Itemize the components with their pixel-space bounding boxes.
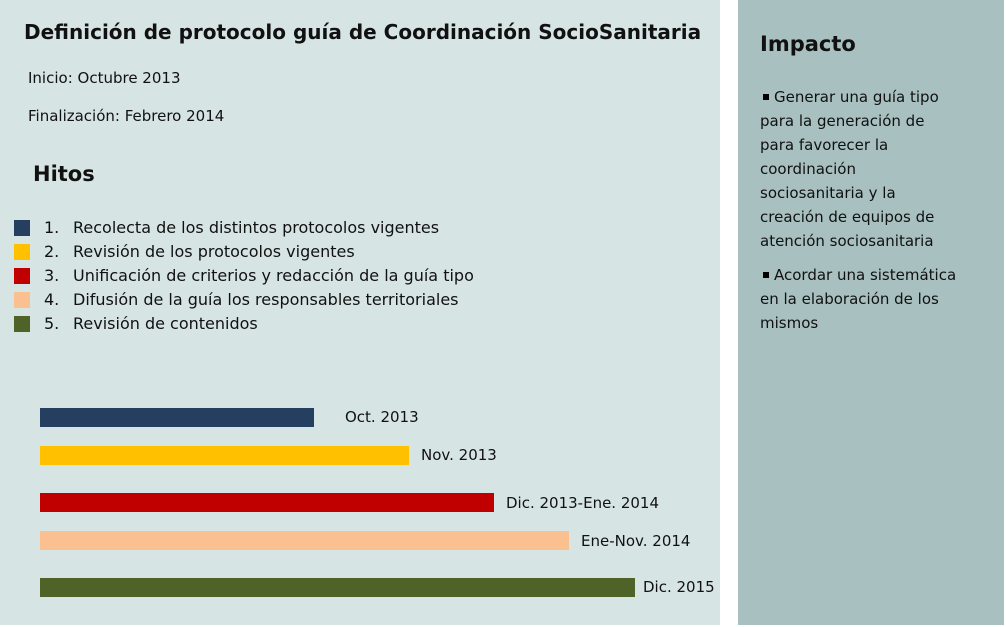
item-text: Revisión de los protocolos vigentes [73, 242, 355, 261]
bar-label: Dic. 2013-Ene. 2014 [506, 494, 660, 512]
bullet-marker [763, 94, 769, 100]
item-number: 1. [44, 218, 60, 237]
bar-label: Dic. 2015 [643, 578, 715, 596]
legend-swatch [14, 220, 30, 236]
bar-label: Oct. 2013 [345, 408, 419, 426]
bullet-line: en la elaboración de los [760, 290, 939, 308]
bullet-line: para la generación de [760, 112, 925, 130]
timeline-bar [40, 408, 314, 427]
impact-title: Impacto [760, 32, 856, 56]
start-date: Inicio: Octubre 2013 [28, 69, 181, 87]
end-date: Finalización: Febrero 2014 [28, 107, 225, 125]
item-text: Revisión de contenidos [73, 314, 258, 333]
bullet-line: Generar una guía tipo [774, 88, 939, 106]
title: Definición de protocolo guía de Coordina… [24, 20, 702, 44]
bullet-line: sociosanitaria y la [760, 184, 896, 202]
legend-swatch [14, 316, 30, 332]
item-number: 3. [44, 266, 60, 285]
item-number: 2. [44, 242, 60, 261]
bullet-marker [763, 272, 769, 278]
item-text: Difusión de la guía los responsables ter… [73, 290, 459, 309]
timeline-bar [40, 493, 494, 512]
bar-label: Ene-Nov. 2014 [581, 532, 691, 550]
legend-swatch [14, 244, 30, 260]
bullet-line: para favorecer la [760, 136, 889, 154]
bullet-line: creación de equipos de [760, 208, 935, 226]
item-number: 4. [44, 290, 60, 309]
main-panel: Definición de protocolo guía de Coordina… [0, 0, 720, 625]
item-text: Unificación de criterios y redacción de … [73, 266, 474, 285]
item-text: Recolecta de los distintos protocolos vi… [73, 218, 440, 237]
impact-panel: Impacto Generar una guía tipo para la gen… [738, 0, 1004, 625]
bullet-line: Acordar una sistemática [774, 266, 957, 284]
bullet-line: mismos [760, 314, 819, 332]
timeline-bar [40, 531, 569, 550]
milestones-title: Hitos [33, 162, 95, 186]
bullet-line: coordinación [760, 160, 856, 178]
timeline-bar [40, 446, 409, 465]
bar-label: Nov. 2013 [421, 446, 497, 464]
timeline-bar [40, 578, 635, 597]
legend-swatch [14, 268, 30, 284]
bullet-line: atención sociosanitaria [760, 232, 934, 250]
item-number: 5. [44, 314, 60, 333]
legend-swatch [14, 292, 30, 308]
